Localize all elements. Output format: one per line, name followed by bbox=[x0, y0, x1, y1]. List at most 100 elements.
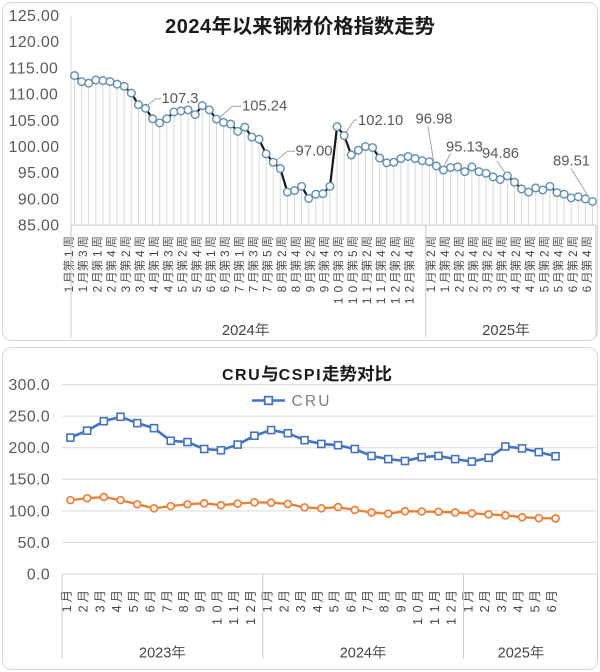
svg-text:4: 4 bbox=[133, 250, 147, 257]
svg-text:5: 5 bbox=[176, 285, 190, 292]
svg-text:2: 2 bbox=[176, 250, 190, 257]
svg-text:7: 7 bbox=[232, 286, 246, 293]
svg-text:2: 2 bbox=[537, 250, 551, 257]
svg-text:4: 4 bbox=[466, 250, 480, 257]
svg-text:CRU: CRU bbox=[222, 367, 261, 384]
svg-text:107.3: 107.3 bbox=[162, 91, 199, 107]
svg-text:6: 6 bbox=[218, 285, 232, 292]
svg-text:2025: 2025 bbox=[498, 646, 530, 662]
svg-text:2: 2 bbox=[90, 286, 104, 293]
svg-text:4: 4 bbox=[161, 285, 175, 292]
svg-text:2024: 2024 bbox=[165, 16, 212, 38]
svg-text:1: 1 bbox=[424, 286, 438, 293]
svg-text:1: 1 bbox=[261, 605, 275, 612]
svg-text:1: 1 bbox=[411, 618, 425, 625]
svg-text:94.86: 94.86 bbox=[482, 146, 519, 162]
svg-text:1: 1 bbox=[388, 298, 402, 305]
svg-text:2: 2 bbox=[77, 605, 91, 612]
svg-text:4: 4 bbox=[289, 250, 303, 257]
svg-text:5: 5 bbox=[261, 250, 275, 257]
svg-text:9: 9 bbox=[303, 286, 317, 293]
svg-text:1: 1 bbox=[76, 286, 90, 293]
svg-text:4: 4 bbox=[509, 285, 523, 292]
svg-text:0: 0 bbox=[210, 605, 224, 612]
svg-text:2024: 2024 bbox=[222, 323, 255, 339]
svg-text:8: 8 bbox=[289, 285, 303, 292]
svg-text:3: 3 bbox=[76, 250, 90, 257]
svg-text:9: 9 bbox=[317, 286, 331, 293]
svg-text:2: 2 bbox=[445, 605, 459, 612]
svg-text:1: 1 bbox=[360, 298, 374, 305]
svg-text:4: 4 bbox=[110, 605, 124, 612]
svg-text:1: 1 bbox=[244, 618, 258, 625]
svg-text:2: 2 bbox=[481, 250, 495, 257]
svg-text:105.00: 105.00 bbox=[9, 113, 60, 130]
svg-text:97.00: 97.00 bbox=[296, 143, 333, 159]
svg-text:90.00: 90.00 bbox=[18, 191, 60, 208]
svg-text:2: 2 bbox=[388, 286, 402, 293]
svg-text:1: 1 bbox=[147, 250, 161, 257]
svg-text:7: 7 bbox=[261, 286, 275, 293]
svg-text:3: 3 bbox=[218, 250, 232, 257]
svg-text:300.0: 300.0 bbox=[8, 377, 50, 394]
svg-text:110.00: 110.00 bbox=[9, 87, 59, 104]
svg-text:1: 1 bbox=[445, 618, 459, 625]
svg-text:4: 4 bbox=[147, 285, 161, 292]
svg-text:150.0: 150.0 bbox=[8, 472, 50, 489]
svg-text:5: 5 bbox=[552, 285, 566, 292]
svg-text:2: 2 bbox=[244, 605, 258, 612]
svg-text:1: 1 bbox=[346, 298, 360, 305]
svg-text:250.0: 250.0 bbox=[8, 409, 50, 426]
svg-text:1: 1 bbox=[438, 286, 452, 293]
svg-text:1: 1 bbox=[204, 250, 218, 257]
svg-text:1: 1 bbox=[374, 298, 388, 305]
svg-text:3: 3 bbox=[481, 285, 495, 292]
svg-text:2: 2 bbox=[403, 286, 417, 293]
svg-text:4: 4 bbox=[403, 250, 417, 257]
svg-text:1: 1 bbox=[227, 618, 241, 625]
svg-text:5: 5 bbox=[537, 285, 551, 292]
svg-text:2: 2 bbox=[452, 250, 466, 257]
svg-text:5: 5 bbox=[346, 250, 360, 257]
svg-text:5: 5 bbox=[190, 285, 204, 292]
svg-text:4: 4 bbox=[580, 250, 594, 257]
svg-text:1: 1 bbox=[227, 605, 241, 612]
svg-text:120.00: 120.00 bbox=[9, 34, 60, 51]
svg-text:3: 3 bbox=[495, 605, 509, 612]
svg-text:2: 2 bbox=[119, 250, 133, 257]
svg-text:50.0: 50.0 bbox=[18, 535, 50, 552]
svg-text:2: 2 bbox=[478, 605, 492, 612]
svg-text:115.00: 115.00 bbox=[9, 60, 59, 77]
svg-text:2: 2 bbox=[388, 250, 402, 257]
svg-text:4: 4 bbox=[523, 285, 537, 292]
svg-text:96.98: 96.98 bbox=[416, 112, 453, 128]
svg-text:3: 3 bbox=[294, 605, 308, 612]
svg-text:1: 1 bbox=[332, 298, 346, 305]
svg-text:8: 8 bbox=[378, 605, 392, 612]
svg-text:6: 6 bbox=[144, 605, 158, 612]
svg-text:8: 8 bbox=[177, 605, 191, 612]
svg-text:9: 9 bbox=[194, 605, 208, 612]
svg-text:1: 1 bbox=[232, 250, 246, 257]
svg-text:4: 4 bbox=[374, 250, 388, 257]
svg-text:6: 6 bbox=[545, 605, 559, 612]
svg-text:2: 2 bbox=[452, 286, 466, 293]
svg-text:102.10: 102.10 bbox=[358, 113, 403, 129]
svg-text:125.00: 125.00 bbox=[9, 8, 60, 25]
svg-text:105.24: 105.24 bbox=[242, 99, 287, 115]
svg-text:4: 4 bbox=[523, 250, 537, 257]
svg-text:8: 8 bbox=[275, 285, 289, 292]
svg-text:3: 3 bbox=[332, 250, 346, 257]
svg-text:CSPI: CSPI bbox=[279, 367, 322, 384]
svg-text:3: 3 bbox=[247, 250, 261, 257]
svg-text:89.51: 89.51 bbox=[553, 154, 590, 170]
svg-text:CRU: CRU bbox=[292, 393, 332, 410]
svg-text:1: 1 bbox=[428, 618, 442, 625]
svg-text:0: 0 bbox=[411, 605, 425, 612]
svg-text:7: 7 bbox=[247, 286, 261, 293]
svg-text:95.13: 95.13 bbox=[446, 140, 483, 156]
svg-text:5: 5 bbox=[328, 605, 342, 612]
svg-text:3: 3 bbox=[93, 605, 107, 612]
svg-text:6: 6 bbox=[566, 285, 580, 292]
svg-text:7: 7 bbox=[160, 605, 174, 612]
